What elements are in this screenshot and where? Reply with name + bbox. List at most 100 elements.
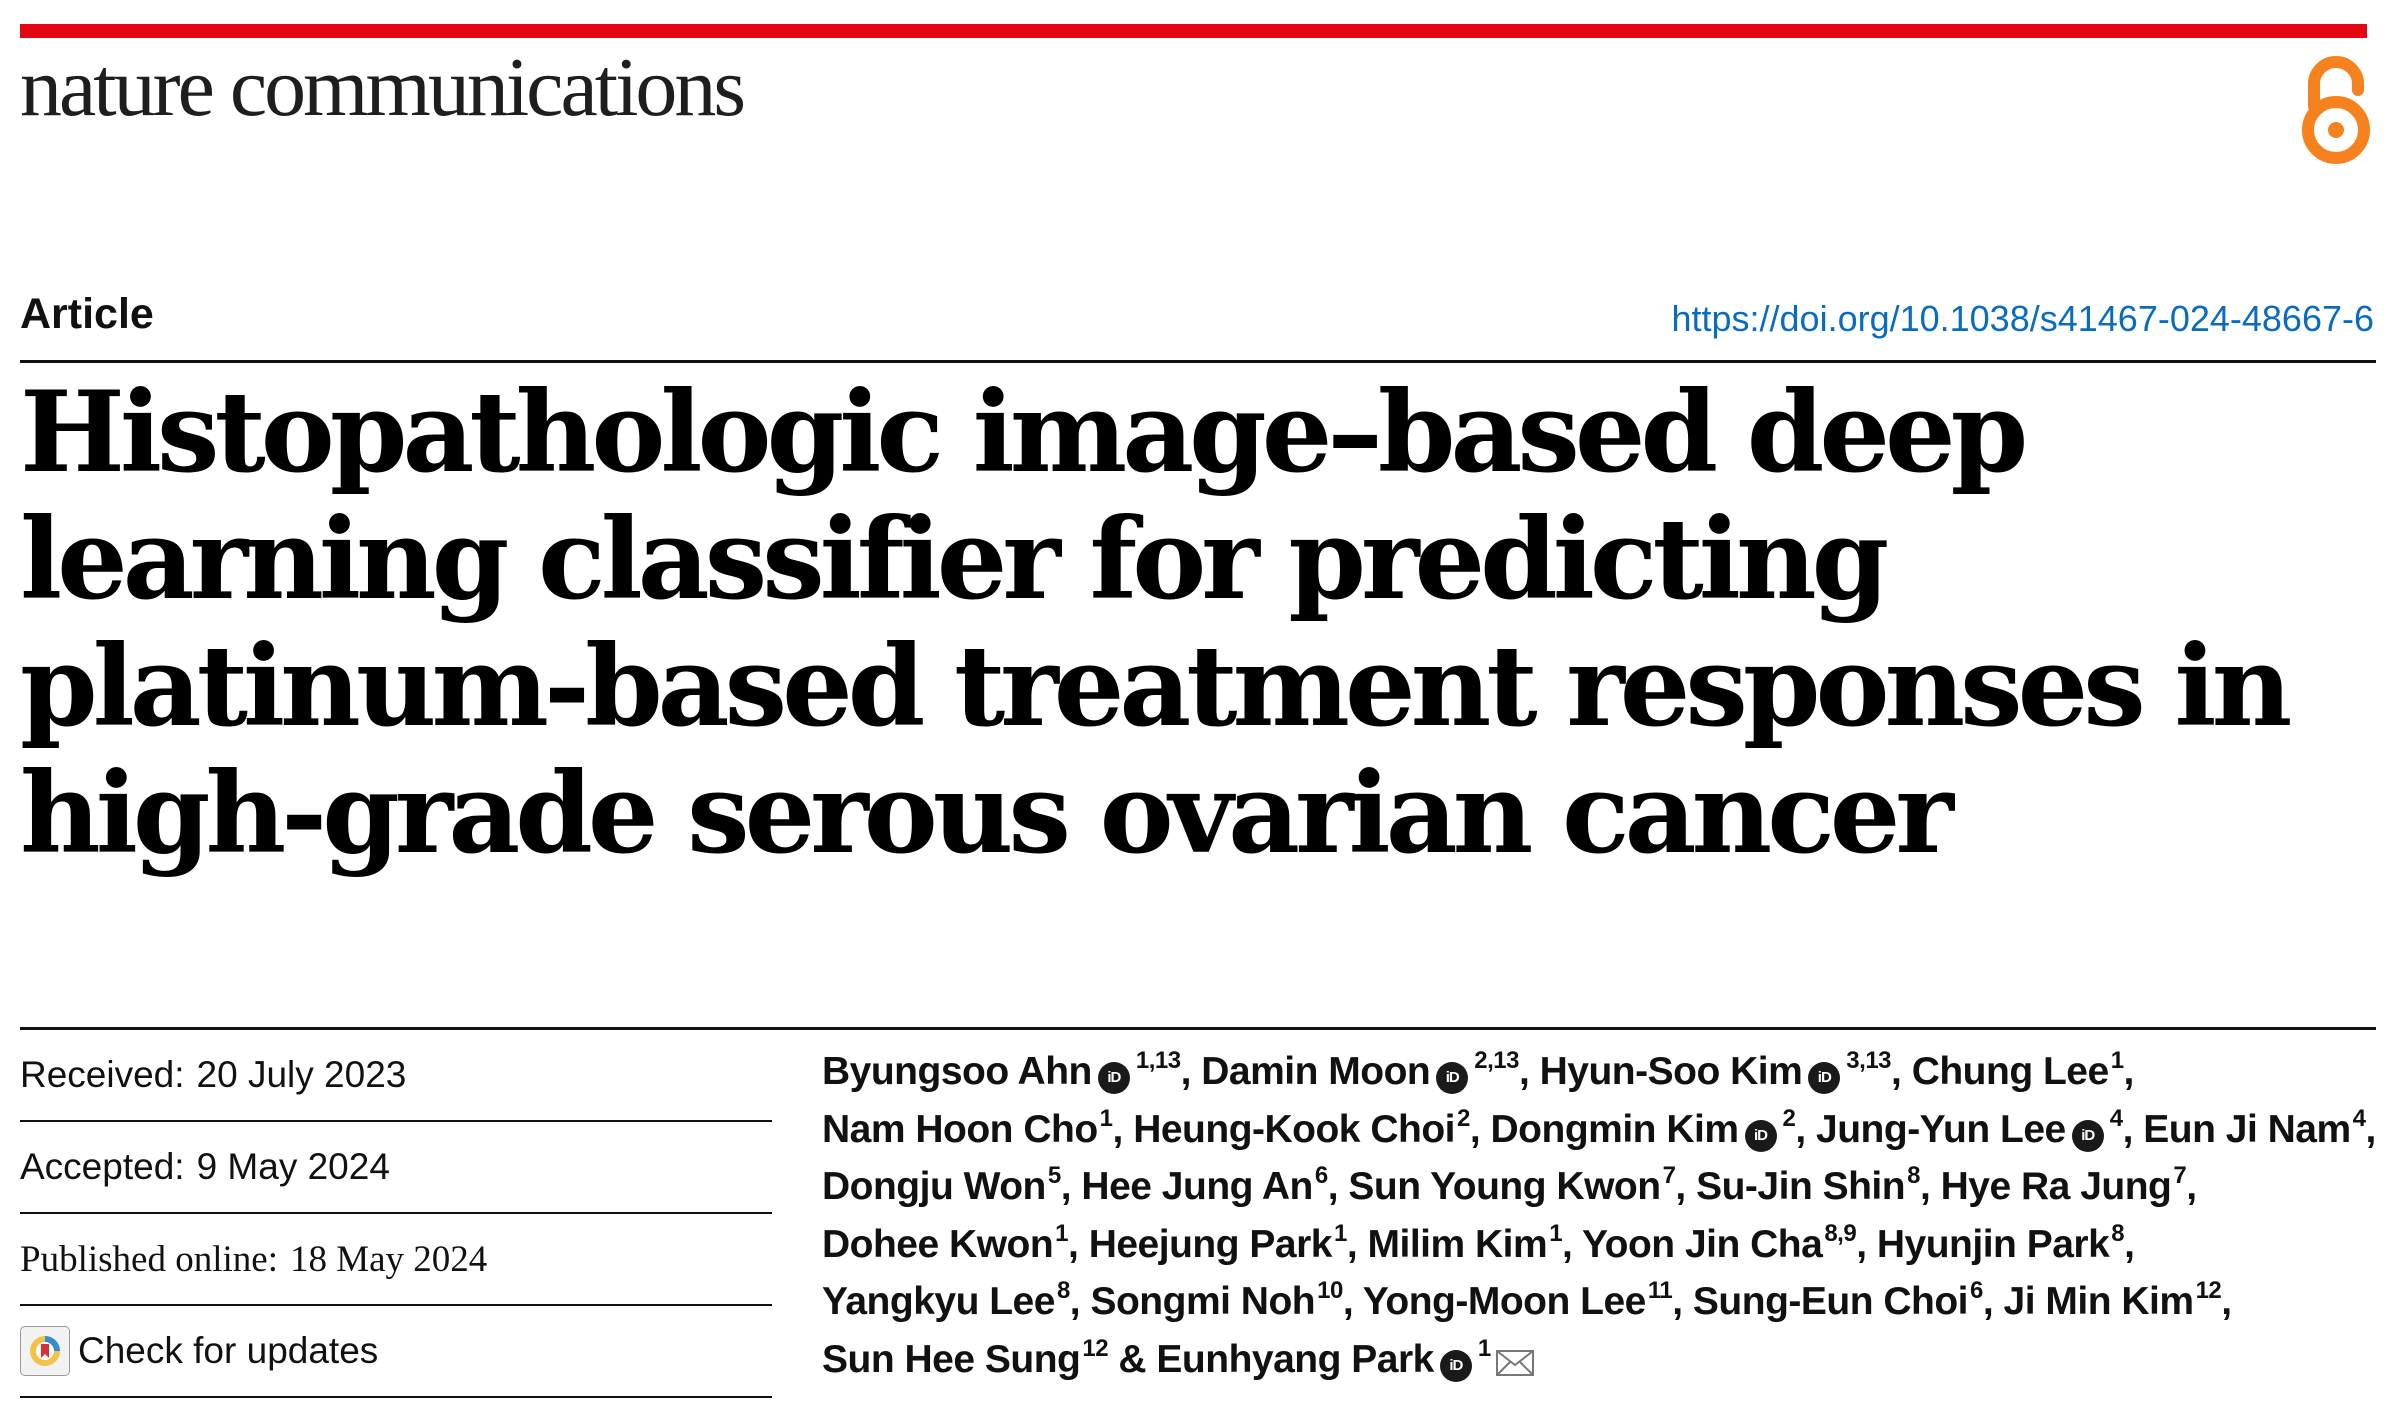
author-name[interactable]: Yangkyu Lee [822, 1280, 1055, 1323]
author-item[interactable]: Hee Jung An6 [1081, 1162, 1328, 1209]
author-name[interactable]: Su-Jin Shin [1696, 1165, 1906, 1208]
orcid-icon[interactable]: iD [1439, 1349, 1472, 1382]
author-name[interactable]: Ji Min Kim [2003, 1280, 2195, 1323]
author-item[interactable]: Su-Jin Shin8 [1696, 1162, 1920, 1209]
author-affiliation: 2,13 [1474, 1047, 1519, 1074]
author-item[interactable]: Sun Young Kwon7 [1348, 1162, 1676, 1209]
author-item[interactable]: Ji Min Kim12 [2003, 1279, 2222, 1324]
author-item[interactable]: Eun Ji Nam4 [2143, 1104, 2366, 1151]
author-separator: , [1919, 1165, 1941, 1208]
author-item[interactable]: Songmi Noh10 [1090, 1277, 1343, 1324]
journal-name[interactable]: nature communications [20, 41, 746, 134]
author-separator: , [1469, 1107, 1491, 1151]
author-item[interactable]: Hyun-Soo Kim iD3,13 [1539, 1049, 1892, 1094]
author-separator: , [2186, 1165, 2197, 1208]
author-separator: & [1108, 1337, 1157, 1381]
author-separator: , [1180, 1050, 1202, 1093]
author-affiliation: 12 [1082, 1334, 1109, 1362]
author-separator: , [1982, 1280, 2004, 1323]
author-name[interactable]: Sun Young Kwon [1348, 1165, 1661, 1208]
author-name[interactable]: Byungsoo Ahn [822, 1050, 1092, 1093]
author-name[interactable]: Sun Hee Sung [822, 1337, 1081, 1381]
orcid-icon[interactable]: iD [1436, 1062, 1469, 1094]
publication-dates-panel: Received: 20 July 2023 Accepted: 9 May 2… [20, 1030, 772, 1398]
author-affiliation: 4 [2109, 1104, 2123, 1132]
author-name[interactable]: Yoon Jin Cha [1582, 1222, 1823, 1266]
author-name[interactable]: Songmi Noh [1090, 1280, 1316, 1323]
author-name[interactable]: Dohee Kwon [822, 1222, 1054, 1266]
orcid-icon[interactable]: iD [1744, 1119, 1777, 1152]
author-name[interactable]: Yong-Moon Lee [1362, 1280, 1647, 1323]
author-separator: , [2122, 1107, 2144, 1151]
author-separator: , [1112, 1107, 1134, 1151]
author-item[interactable]: Dongmin Kim iD2 [1490, 1104, 1796, 1152]
author-affiliation: 6 [1314, 1162, 1328, 1189]
orcid-icon[interactable]: iD [1808, 1062, 1841, 1094]
author-item[interactable]: Hyunjin Park8 [1876, 1219, 2125, 1266]
author-item[interactable]: Yoon Jin Cha8,9 [1582, 1219, 1857, 1266]
author-affiliation: 1,13 [1135, 1047, 1181, 1074]
author-item[interactable]: Eunhyang Park iD1 [1156, 1334, 1535, 1382]
author-name[interactable]: Hee Jung An [1081, 1165, 1313, 1208]
author-separator: , [2221, 1280, 2232, 1323]
author-name[interactable]: Hyunjin Park [1876, 1222, 2110, 1266]
metadata-divider [20, 1027, 2376, 1030]
author-affiliation: 8 [1907, 1162, 1920, 1189]
author-affiliation: 8,9 [1824, 1219, 1857, 1247]
author-item[interactable]: Heung-Kook Choi2 [1133, 1106, 1470, 1151]
author-item[interactable]: Jung-Yun Lee iD4 [1816, 1104, 2123, 1152]
author-item[interactable]: Hye Ra Jung7 [1940, 1164, 2187, 1209]
author-item[interactable]: Dongju Won5 [822, 1162, 1061, 1209]
check-for-updates-button[interactable]: Check for updates [20, 1326, 378, 1376]
author-affiliation: 1 [1477, 1334, 1491, 1362]
author-item[interactable]: Milim Kim1 [1367, 1221, 1563, 1266]
author-affiliation: 2 [1782, 1104, 1796, 1132]
author-name[interactable]: Heejung Park [1088, 1222, 1333, 1266]
received-label: Received: [20, 1054, 185, 1095]
author-name[interactable]: Sung-Eun Choi [1692, 1280, 1969, 1323]
author-item[interactable]: Heejung Park1 [1088, 1219, 1348, 1266]
author-item[interactable]: Damin Moon iD2,13 [1201, 1047, 1519, 1094]
author-separator: , [1060, 1165, 1082, 1208]
author-affiliation: 7 [1662, 1162, 1676, 1189]
author-name[interactable]: Milim Kim [1367, 1222, 1548, 1266]
author-item[interactable]: Dohee Kwon1 [822, 1221, 1069, 1266]
author-affiliation: 5 [1047, 1162, 1061, 1189]
author-name[interactable]: Heung-Kook Choi [1133, 1107, 1455, 1151]
orcid-icon[interactable]: iD [1097, 1062, 1130, 1094]
author-item[interactable]: Chung Lee1 [1911, 1047, 2124, 1094]
author-item[interactable]: Nam Hoon Cho1 [822, 1106, 1113, 1151]
author-name[interactable]: Nam Hoon Cho [822, 1107, 1098, 1151]
orcid-icon[interactable]: iD [2071, 1119, 2104, 1152]
author-affiliation: 1 [2110, 1047, 2124, 1074]
author-name[interactable]: Dongju Won [822, 1165, 1046, 1208]
author-separator: , [2123, 1050, 2135, 1093]
author-item[interactable]: Byungsoo Ahn iD1,13 [822, 1047, 1181, 1094]
author-item[interactable]: Sun Hee Sung12 [822, 1334, 1109, 1381]
author-name[interactable]: Chung Lee [1911, 1050, 2110, 1093]
author-separator: , [1346, 1222, 1368, 1266]
author-separator: , [1069, 1280, 1091, 1323]
author-separator: , [2365, 1107, 2377, 1151]
author-item[interactable]: Yong-Moon Lee11 [1362, 1279, 1673, 1324]
published-date: 18 May 2024 [289, 1238, 488, 1280]
author-name[interactable]: Hye Ra Jung [1940, 1165, 2172, 1208]
author-affiliation: 4 [2352, 1104, 2366, 1132]
author-name[interactable]: Eunhyang Park [1156, 1337, 1434, 1381]
author-separator: , [1327, 1165, 1349, 1208]
author-name[interactable]: Damin Moon [1201, 1050, 1431, 1093]
author-name[interactable]: Jung-Yun Lee [1816, 1107, 2066, 1151]
envelope-icon[interactable] [1495, 1348, 1535, 1378]
author-affiliation: 8 [2111, 1219, 2125, 1247]
author-item[interactable]: Yangkyu Lee8 [822, 1279, 1070, 1324]
author-name[interactable]: Dongmin Kim [1490, 1107, 1739, 1151]
author-item[interactable]: Sung-Eun Choi6 [1692, 1279, 1983, 1324]
author-affiliation: 1 [1333, 1219, 1347, 1247]
author-name[interactable]: Eun Ji Nam [2143, 1107, 2351, 1151]
accepted-date: 9 May 2024 [196, 1146, 390, 1187]
author-name[interactable]: Hyun-Soo Kim [1539, 1050, 1803, 1093]
check-for-updates-label: Check for updates [78, 1330, 379, 1371]
author-affiliation: 10 [1317, 1277, 1343, 1304]
doi-link[interactable]: https://doi.org/10.1038/s41467-024-48667… [1671, 298, 2374, 339]
accepted-date-row: Accepted: 9 May 2024 [20, 1122, 772, 1214]
